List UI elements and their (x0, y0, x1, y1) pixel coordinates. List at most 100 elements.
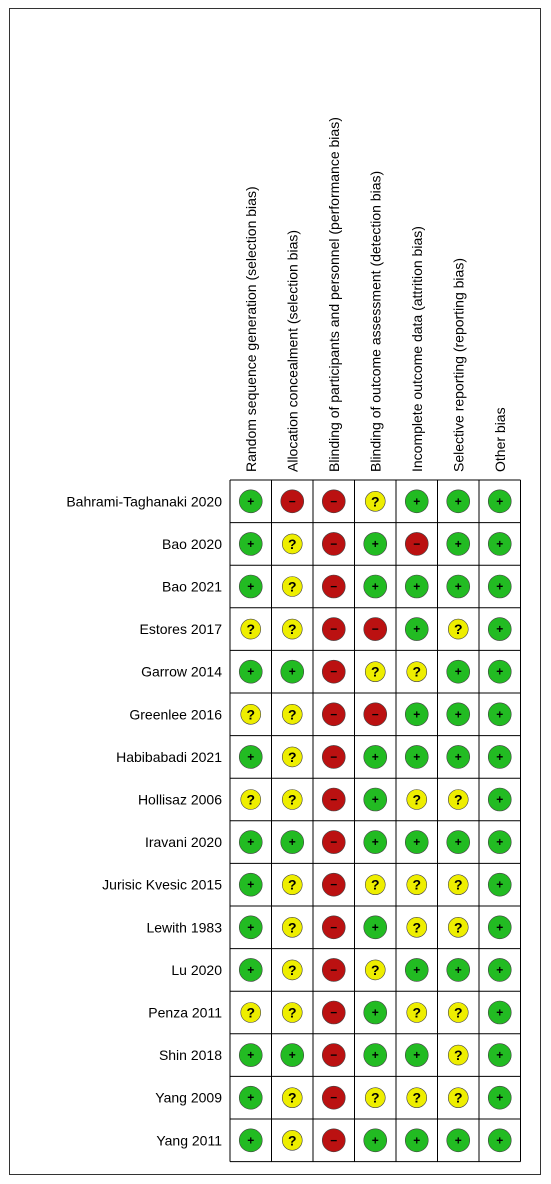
unclear-risk-marker (406, 789, 428, 810)
study-label: Bao 2020 (162, 536, 222, 552)
low-risk-symbol: + (496, 1006, 503, 1020)
unclear-risk-symbol: ? (288, 1090, 297, 1106)
high-risk-marker (280, 489, 305, 514)
high-risk-symbol: − (330, 963, 337, 977)
high-risk-marker (404, 532, 429, 556)
unclear-risk-symbol: ? (454, 1047, 463, 1063)
low-risk-symbol: + (455, 665, 462, 679)
unclear-risk-symbol: ? (412, 792, 421, 808)
low-risk-symbol: + (496, 750, 503, 764)
unclear-risk-marker (281, 618, 303, 640)
unclear-risk-symbol: ? (288, 1132, 297, 1148)
low-risk-marker (280, 1043, 305, 1067)
study-label: Lu 2020 (171, 962, 222, 978)
high-risk-symbol: − (330, 1091, 337, 1105)
column-label: Blinding of participants and personnel (… (326, 117, 342, 472)
unclear-risk-symbol: ? (454, 919, 463, 935)
high-risk-symbol: − (330, 750, 337, 764)
low-risk-marker (280, 659, 305, 684)
low-risk-marker (404, 1128, 429, 1153)
low-risk-symbol: + (413, 750, 420, 764)
high-risk-marker (321, 574, 346, 599)
low-risk-marker (363, 787, 388, 812)
low-risk-symbol: + (247, 920, 254, 934)
low-risk-symbol: + (455, 750, 462, 764)
unclear-risk-symbol: ? (454, 877, 463, 893)
low-risk-symbol: + (496, 707, 503, 721)
low-risk-marker (487, 745, 512, 769)
unclear-risk-symbol: ? (454, 1090, 463, 1106)
low-risk-symbol: + (496, 537, 503, 551)
low-risk-symbol: + (496, 920, 503, 934)
low-risk-symbol: + (247, 1133, 254, 1147)
unclear-risk-marker (281, 916, 303, 938)
unclear-risk-marker (281, 1087, 303, 1108)
high-risk-marker (321, 659, 346, 684)
low-risk-symbol: + (289, 835, 296, 849)
unclear-risk-marker (281, 874, 303, 896)
low-risk-marker (363, 745, 388, 769)
low-risk-symbol: + (413, 707, 420, 721)
low-risk-marker (446, 702, 471, 727)
low-risk-symbol: + (413, 622, 420, 636)
low-risk-marker (363, 1000, 388, 1025)
high-risk-marker (363, 617, 388, 641)
low-risk-symbol: + (247, 665, 254, 679)
low-risk-marker (446, 489, 471, 514)
unclear-risk-marker (281, 703, 303, 725)
low-risk-marker (404, 702, 429, 727)
high-risk-marker (363, 702, 388, 727)
low-risk-symbol: + (247, 1091, 254, 1105)
unclear-risk-symbol: ? (288, 877, 297, 893)
low-risk-marker (363, 574, 388, 599)
unclear-risk-marker (447, 1087, 469, 1108)
low-risk-marker (363, 915, 388, 940)
high-risk-symbol: − (330, 1048, 337, 1062)
unclear-risk-marker (364, 1087, 386, 1108)
low-risk-marker (446, 532, 471, 556)
low-risk-symbol: + (247, 750, 254, 764)
unclear-risk-symbol: ? (371, 962, 380, 978)
unclear-risk-symbol: ? (288, 749, 297, 765)
low-risk-marker (487, 1000, 512, 1025)
low-risk-symbol: + (247, 878, 254, 892)
study-label: Jurisic Kvesic 2015 (102, 877, 222, 893)
low-risk-marker (238, 1043, 263, 1067)
high-risk-symbol: − (330, 920, 337, 934)
low-risk-marker (238, 872, 263, 897)
low-risk-marker (238, 489, 263, 514)
low-risk-marker (238, 1128, 263, 1153)
high-risk-symbol: − (330, 622, 337, 636)
unclear-risk-marker (281, 789, 303, 810)
unclear-risk-symbol: ? (371, 1090, 380, 1106)
unclear-risk-marker (447, 1002, 469, 1023)
unclear-risk-symbol: ? (371, 493, 380, 509)
low-risk-symbol: + (413, 580, 420, 594)
study-label: Garrow 2014 (141, 664, 222, 680)
low-risk-marker (487, 702, 512, 727)
low-risk-symbol: + (247, 537, 254, 551)
unclear-risk-marker (240, 618, 262, 640)
column-label: Other bias (492, 407, 508, 472)
unclear-risk-symbol: ? (371, 877, 380, 893)
low-risk-symbol: + (496, 793, 503, 807)
study-label: Bao 2021 (162, 579, 222, 595)
low-risk-marker (446, 958, 471, 982)
low-risk-marker (363, 1128, 388, 1153)
low-risk-symbol: + (413, 963, 420, 977)
unclear-risk-marker (447, 618, 469, 640)
unclear-risk-symbol: ? (454, 792, 463, 808)
high-risk-symbol: − (330, 707, 337, 721)
low-risk-symbol: + (496, 580, 503, 594)
high-risk-symbol: − (372, 622, 379, 636)
low-risk-marker (404, 574, 429, 599)
low-risk-marker (404, 617, 429, 641)
unclear-risk-symbol: ? (371, 664, 380, 680)
figure-border (9, 8, 541, 1175)
unclear-risk-symbol: ? (412, 1005, 421, 1021)
high-risk-marker (321, 617, 346, 641)
low-risk-marker (238, 745, 263, 769)
unclear-risk-symbol: ? (288, 706, 297, 722)
low-risk-symbol: + (413, 1048, 420, 1062)
